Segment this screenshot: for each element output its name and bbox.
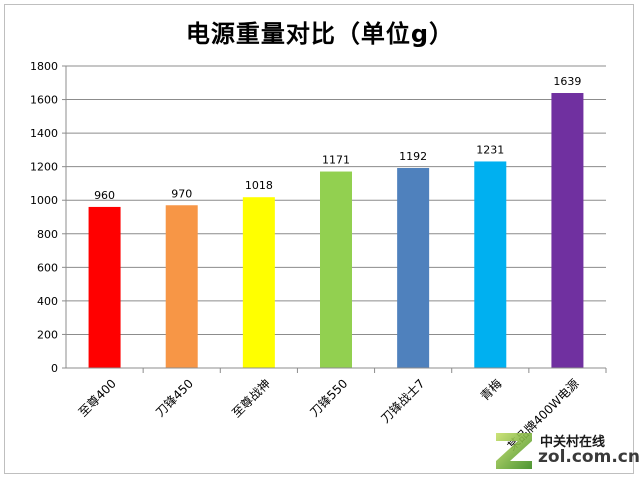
x-category-label: 刀锋450	[153, 376, 196, 419]
y-tick-label: 400	[37, 295, 58, 308]
y-tick-label: 1000	[30, 194, 58, 207]
x-category-label: 至尊400	[75, 376, 119, 420]
y-tick-label: 1800	[30, 60, 58, 73]
bar	[165, 205, 198, 368]
watermark-domain: zol.com.cn	[538, 447, 640, 467]
bar-value-label: 1018	[245, 179, 273, 192]
y-tick-label: 1600	[30, 94, 58, 107]
bar-value-label: 1231	[476, 143, 504, 156]
zol-z-logo-icon	[496, 433, 532, 469]
x-category-label: 刀锋550	[307, 376, 350, 419]
bar	[242, 197, 275, 368]
zol-watermark: 中关村在线 zol.com.cn	[492, 425, 640, 475]
y-tick-label: 800	[37, 228, 58, 241]
bar-value-label: 970	[171, 187, 192, 200]
x-category-label: 刀锋战士7	[378, 376, 427, 425]
bar-value-label: 1192	[399, 150, 427, 163]
bar	[551, 93, 584, 369]
y-tick-label: 600	[37, 261, 58, 274]
y-tick-label: 200	[37, 328, 58, 341]
bar	[320, 171, 352, 368]
y-tick-label: 1200	[30, 161, 58, 174]
x-category-label: 青梅	[477, 376, 505, 404]
value-labels: 960 970 1018 1171 1192 1231 1639	[94, 75, 581, 202]
y-tick-label: 0	[51, 362, 58, 375]
bar	[397, 168, 430, 368]
x-category-label: 至尊战神	[229, 376, 274, 421]
y-axis: 0 200 400 600 800 1000 1200 1400 1600 1800	[30, 60, 67, 375]
bar	[88, 206, 121, 368]
bar	[474, 161, 507, 368]
bar-value-label: 1639	[553, 75, 581, 88]
y-tick-label: 1400	[30, 127, 58, 140]
chart-title: 电源重量对比（单位g）	[185, 20, 455, 48]
bar-value-label: 1171	[322, 154, 350, 167]
bars	[88, 93, 584, 369]
watermark-name: 中关村在线	[540, 435, 606, 450]
bar-value-label: 960	[94, 189, 115, 202]
